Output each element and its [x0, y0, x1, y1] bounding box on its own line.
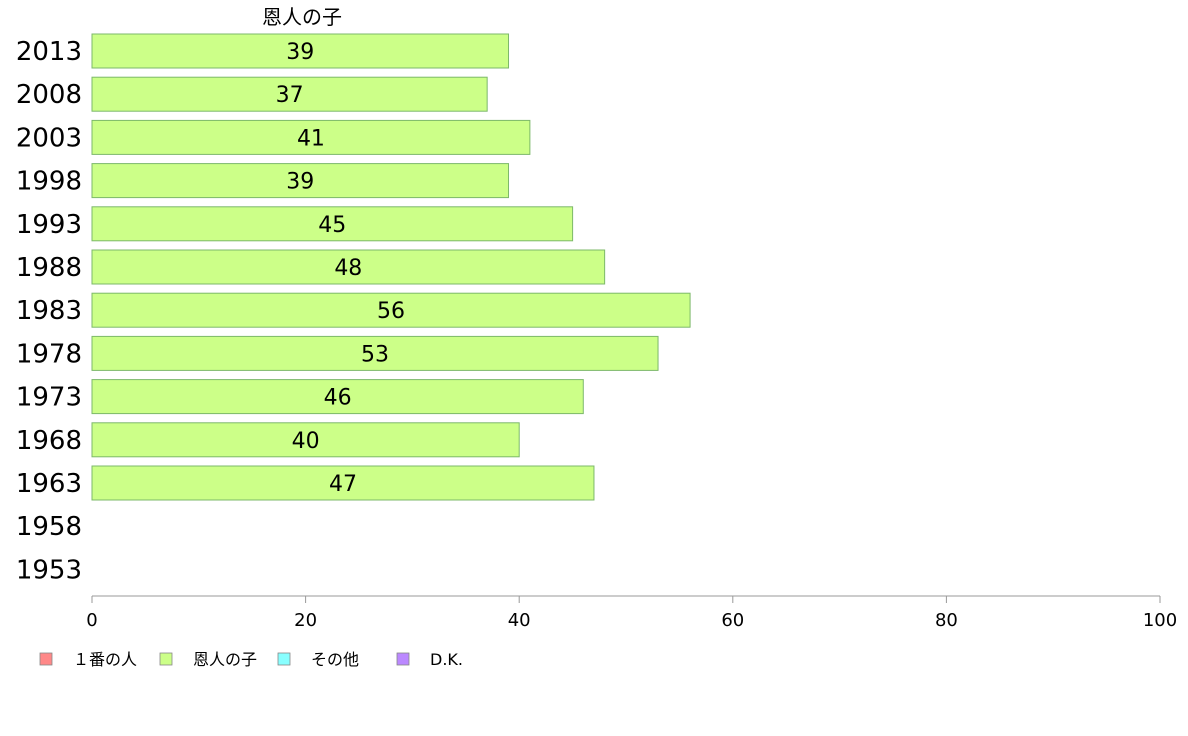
bar-value-label: 56: [377, 299, 405, 324]
bar-value-label: 39: [286, 170, 314, 195]
bar-value-label: 47: [329, 472, 357, 497]
legend-swatch: [396, 652, 410, 666]
category-label: 1958: [16, 512, 82, 542]
bar-value-label: 48: [334, 256, 362, 281]
series-heading: 恩人の子: [262, 5, 342, 29]
category-label: 1978: [16, 339, 82, 369]
legend-swatch: [39, 652, 53, 666]
bar-value-label: 46: [324, 386, 352, 411]
bar-value-label: 53: [361, 342, 389, 367]
category-label: 1968: [16, 426, 82, 456]
x-axis: 0 20 40 60 80 100: [86, 595, 1177, 631]
bar-value-label: 39: [286, 40, 314, 65]
category-label: 1988: [16, 253, 82, 283]
bar-value-label: 40: [292, 429, 320, 454]
category-label: 1983: [16, 296, 82, 326]
legend-label: D.K.: [430, 650, 463, 669]
category-labels: 2013 2008 2003 1998 1993 1988 1983 1978 1973 1968…: [16, 37, 82, 585]
x-tick-label: 40: [508, 610, 531, 631]
x-tick-label: 100: [1143, 610, 1177, 631]
bar: [91, 335, 659, 371]
category-label: 1998: [16, 167, 82, 197]
bar: [91, 422, 520, 458]
legend: １番の人 恩人の子 その他 D.K.: [39, 650, 463, 669]
x-tick-label: 0: [86, 610, 97, 631]
legend-swatch: [277, 652, 291, 666]
bar: [91, 379, 584, 415]
bar: [91, 119, 531, 155]
category-label: 1973: [16, 383, 82, 413]
bar-value-label: 41: [297, 126, 325, 151]
bar: [91, 206, 574, 242]
x-tick-label: 80: [935, 610, 958, 631]
bar: [91, 249, 606, 285]
category-label: 1953: [16, 555, 82, 585]
bar-value-label: 45: [318, 213, 346, 238]
x-tick-label: 20: [294, 610, 317, 631]
legend-swatch: [159, 652, 173, 666]
legend-label: 恩人の子: [193, 650, 257, 669]
category-label: 1963: [16, 469, 82, 499]
legend-label: その他: [311, 650, 359, 669]
x-tick-label: 60: [721, 610, 744, 631]
legend-label: １番の人: [73, 650, 137, 669]
bar: [91, 76, 488, 112]
bar: [91, 33, 510, 69]
category-label: 2008: [16, 80, 82, 110]
category-label: 1993: [16, 210, 82, 240]
bar: [91, 465, 595, 501]
bar-value-label: 37: [276, 83, 304, 108]
category-label: 2003: [16, 123, 82, 153]
bar: [91, 292, 691, 328]
bar: [91, 163, 510, 199]
category-label: 2013: [16, 37, 82, 67]
